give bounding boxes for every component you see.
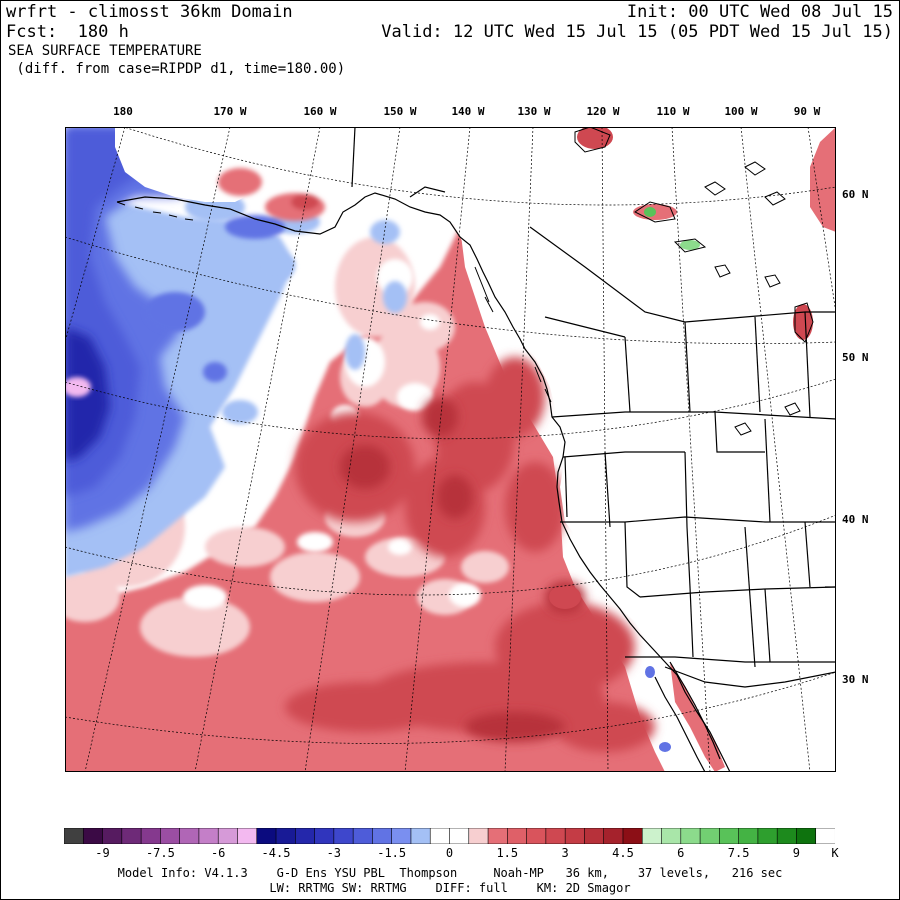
colorbar-swatch <box>564 828 586 844</box>
colorbar-swatch <box>82 828 104 844</box>
colorbar-swatch <box>217 828 239 844</box>
colorbar-swatch <box>429 828 451 844</box>
lake-great-slave-green <box>644 207 656 217</box>
run-title: wrfrt - climosst 36km Domain <box>6 2 293 22</box>
coastal-cold-spot <box>645 666 655 678</box>
colorbar-swatch <box>815 828 835 844</box>
neutral-spots <box>183 259 481 609</box>
valid-time: Valid: 12 UTC Wed 15 Jul 15 (05 PDT Wed … <box>381 22 893 42</box>
boundaries <box>351 127 836 688</box>
physics-info-line: LW: RRTMG SW: RRTMG DIFF: full KM: 2D Sm… <box>269 881 631 895</box>
colorbar-tick-label: -4.5 <box>261 846 291 860</box>
colorbar-swatch <box>295 828 316 844</box>
colorbar-swatch <box>680 828 701 844</box>
colorbar-tick-label: K <box>831 846 839 860</box>
colorbar-swatch <box>776 828 798 844</box>
map-border <box>65 127 836 772</box>
colorbar-tick-label: 9 <box>792 846 801 860</box>
colorbar-swatch <box>121 828 142 844</box>
colorbar-swatch <box>738 828 759 844</box>
colorbar-tick-label: 6 <box>677 846 685 860</box>
colorbar-swatch <box>545 828 566 844</box>
colorbar-tick-label: 0 <box>445 846 454 860</box>
colorbar-swatch <box>757 828 778 844</box>
lon-label-150w: 150 W <box>383 105 417 118</box>
very-strong-cold-region <box>65 327 110 462</box>
alaska-land <box>115 127 350 202</box>
colorbar-tick-label: -9 <box>95 846 110 860</box>
colorbar-swatch <box>198 828 219 844</box>
colorbar-swatch <box>160 828 181 844</box>
lon-label-110w: 110 W <box>656 105 690 118</box>
lakes <box>574 127 814 436</box>
colorbar-tick-label: 3 <box>561 846 569 860</box>
sst-difference-map <box>65 127 836 772</box>
lon-label-90w: 90 W <box>793 105 821 118</box>
colorbar-tick-label: 7.5 <box>727 846 750 860</box>
colorbar-swatch <box>487 828 508 844</box>
lon-label-160w: 160 W <box>303 105 337 118</box>
meridians <box>65 127 836 772</box>
init-time: Init: 00 UTC Wed 08 Jul 15 <box>626 2 893 22</box>
coastal-cold-spot-2 <box>659 742 671 752</box>
lon-label-130w: 130 W <box>517 105 551 118</box>
colorbar-swatch <box>64 828 84 844</box>
lon-label-100w: 100 W <box>724 105 758 118</box>
forecast-hour: Fcst: 180 h <box>6 22 129 42</box>
lat-label-60n: 60 N <box>842 188 869 201</box>
lon-label-170w: 170 W <box>213 105 247 118</box>
coastline <box>116 192 731 772</box>
colorbar-swatch <box>314 828 335 844</box>
colorbar-swatch <box>699 828 720 844</box>
islands <box>116 201 552 403</box>
colorbar-swatch <box>622 828 643 844</box>
colorbar-swatch <box>333 828 354 844</box>
lon-label-180: 180 <box>113 105 133 118</box>
colorbar-swatch <box>719 828 740 844</box>
north-america-land <box>345 127 836 772</box>
colorbar-swatch <box>140 828 161 844</box>
colorbar-swatch <box>584 828 605 844</box>
lake-athabasca-green <box>680 240 700 250</box>
colorbar-swatch <box>526 828 547 844</box>
colorbar-swatch <box>179 828 200 844</box>
lat-label-30n: 30 N <box>842 673 869 686</box>
lake-winnipeg-patch <box>793 304 813 340</box>
colorbar-swatch <box>468 828 489 844</box>
colorbar-tick-label: -1.5 <box>377 846 407 860</box>
colorbar-tick-label: -3 <box>326 846 342 860</box>
colorbar-swatch <box>102 828 123 844</box>
hudson-bay-edge <box>810 127 836 232</box>
lat-label-40n: 40 N <box>842 513 869 526</box>
colorbar-swatch <box>275 828 296 844</box>
colorbar-tick-label: -7.5 <box>145 846 175 860</box>
colorbar-swatch <box>237 828 258 844</box>
colorbar-swatch <box>641 828 663 844</box>
colorbar-tick-label: 4.5 <box>612 846 634 860</box>
colorbar-swatch <box>410 828 431 844</box>
parallels <box>65 127 836 744</box>
colorbar-swatch <box>796 828 817 844</box>
lat-label-50n: 50 N <box>842 351 869 364</box>
colorbar-swatch <box>507 828 528 844</box>
cold-extreme-spot <box>65 377 91 397</box>
colorbar-tick-label: 1.5 <box>496 846 519 860</box>
colorbar-swatch <box>661 828 682 844</box>
coastal-warm-spots <box>549 585 581 609</box>
colorbar-swatch <box>449 828 470 844</box>
colorbar <box>64 828 835 844</box>
colorbar-swatch <box>391 828 412 844</box>
colorbar-swatch <box>256 828 277 844</box>
model-info-line: Model Info: V4.1.3 G-D Ens YSU PBL Thomp… <box>117 866 783 880</box>
alaska-coastal-patches <box>218 168 325 221</box>
field-subtitle: (diff. from case=RIPDP d1, time=180.00) <box>8 61 346 77</box>
colorbar-tick-label: -6 <box>210 846 226 860</box>
colorbar-swatch <box>352 828 374 844</box>
field-name: SEA SURFACE TEMPERATURE <box>8 43 202 59</box>
lon-label-120w: 120 W <box>586 105 620 118</box>
colorbar-swatch <box>603 828 624 844</box>
lon-label-140w: 140 W <box>451 105 485 118</box>
colorbar-swatch <box>372 828 393 844</box>
